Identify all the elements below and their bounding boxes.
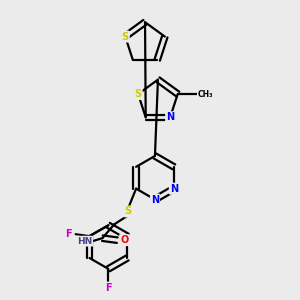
Text: S: S <box>135 89 142 99</box>
Text: S: S <box>122 32 129 42</box>
Text: O: O <box>120 235 128 245</box>
Text: CH₃: CH₃ <box>198 89 213 98</box>
Text: S: S <box>124 206 132 216</box>
Text: HN: HN <box>77 237 92 246</box>
Text: F: F <box>65 229 72 239</box>
Text: F: F <box>105 283 112 293</box>
Text: N: N <box>151 194 159 205</box>
Text: N: N <box>170 184 178 194</box>
Text: N: N <box>166 112 174 122</box>
